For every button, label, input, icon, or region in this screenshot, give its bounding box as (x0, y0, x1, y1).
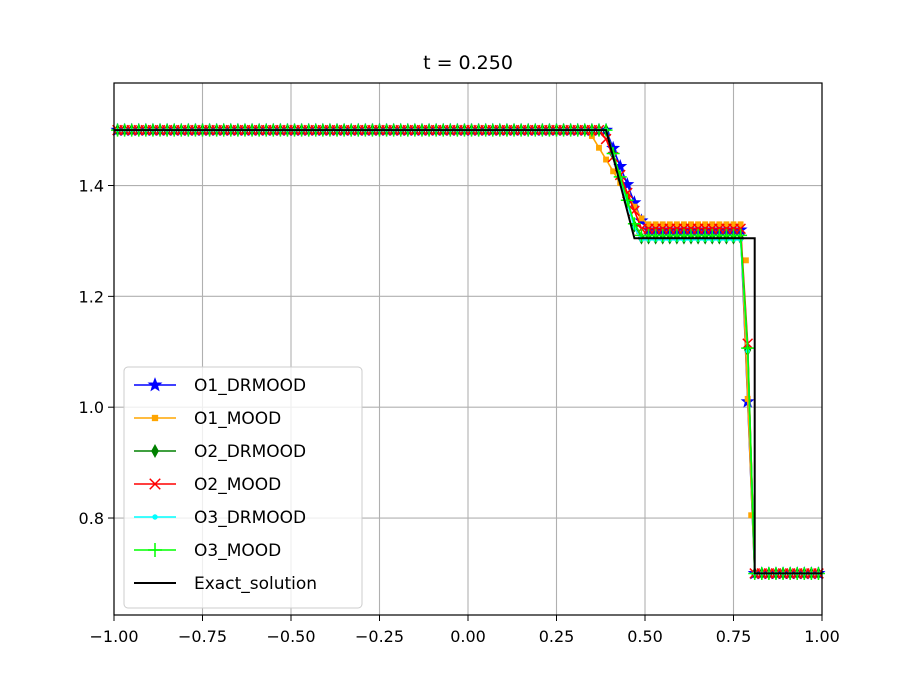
square-marker (737, 221, 744, 228)
x-tick-label: −1.00 (89, 627, 138, 646)
star-marker (147, 377, 163, 392)
series-layer (110, 122, 826, 580)
legend-entry: Exact_solution (134, 574, 317, 594)
plus-marker (741, 341, 755, 355)
legend-label: O2_MOOD (194, 475, 281, 495)
square-marker (659, 221, 666, 228)
x-tick-label: 0.50 (627, 627, 663, 646)
chart-title: t = 0.250 (423, 52, 513, 74)
square-marker (742, 257, 749, 264)
legend-entry: O1_DRMOOD (134, 376, 306, 396)
square-marker (723, 221, 730, 228)
exact-solution-line (114, 129, 822, 575)
legend-entry: O2_MOOD (134, 475, 281, 495)
x-tick-label: −0.25 (355, 627, 404, 646)
legend-entry: O2_DRMOOD (134, 442, 306, 462)
x-tick-label: 0.75 (716, 627, 752, 646)
square-marker (695, 221, 702, 228)
x-tick-label: −0.50 (266, 627, 315, 646)
x-tick-label: 0.00 (450, 627, 486, 646)
plus-marker (620, 193, 634, 207)
x-tick-label: 1.00 (804, 627, 840, 646)
x-axis: −1.00 −0.75 −0.50 −0.25 0.00 0.25 0.50 0.75 1.00 (89, 615, 840, 646)
square-marker (730, 221, 737, 228)
square-marker (681, 221, 687, 228)
square-marker (716, 221, 723, 228)
legend-entry: O3_MOOD (134, 541, 281, 561)
legend-label: O3_MOOD (194, 541, 281, 561)
plus-marker (734, 228, 748, 242)
y-tick-label: 1.2 (79, 287, 104, 306)
square-marker (709, 221, 716, 228)
square-marker (666, 221, 673, 228)
square-marker (151, 414, 159, 422)
square-marker (702, 221, 709, 228)
legend-label: O2_DRMOOD (194, 442, 306, 462)
legend-entry: O1_MOOD (134, 409, 281, 429)
plus-marker (148, 543, 162, 557)
square-marker (631, 203, 638, 210)
legend-entry: O3_DRMOOD (134, 508, 306, 528)
square-marker (744, 395, 751, 402)
x-marker (149, 478, 161, 490)
dot-marker (152, 514, 158, 520)
legend-label: O1_DRMOOD (194, 376, 306, 396)
square-marker (603, 156, 609, 163)
legend-label: O3_DRMOOD (194, 508, 306, 528)
y-tick-label: 0.8 (79, 509, 104, 528)
series-exact-solution-line (114, 129, 822, 575)
square-marker (652, 221, 659, 228)
x-marker (735, 223, 746, 235)
square-marker (645, 221, 652, 228)
square-marker (673, 221, 680, 228)
diamond-marker (151, 444, 159, 458)
legend: O1_DRMOOD O1_MOOD O2_DRMOOD O2_MOOD O3_DRMOO… (123, 366, 363, 609)
square-marker (748, 512, 755, 519)
square-marker (610, 168, 617, 175)
y-axis: 0.8 1.0 1.2 1.4 (79, 177, 114, 528)
legend-label: Exact_solution (194, 574, 317, 594)
y-tick-label: 1.4 (79, 177, 104, 196)
y-tick-label: 1.0 (79, 398, 104, 417)
legend-box (123, 366, 363, 609)
x-tick-label: 0.25 (539, 627, 575, 646)
square-marker (596, 144, 602, 151)
square-marker (688, 221, 694, 228)
legend-label: O1_MOOD (194, 409, 281, 429)
square-marker (638, 215, 645, 222)
x-tick-label: −0.75 (178, 627, 227, 646)
